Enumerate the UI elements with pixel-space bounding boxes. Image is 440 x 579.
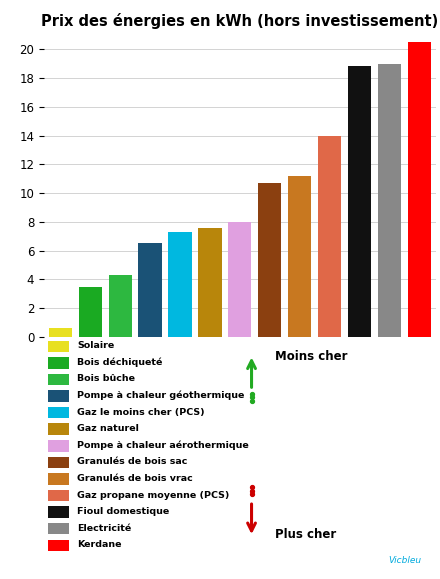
Bar — [198, 228, 222, 337]
Bar — [407, 42, 431, 337]
Text: Pompe à chaleur géothermique: Pompe à chaleur géothermique — [77, 391, 245, 400]
Bar — [48, 407, 70, 419]
Bar — [288, 176, 311, 337]
Text: Electricité: Electricité — [77, 524, 132, 533]
Text: Fioul domestique: Fioul domestique — [77, 507, 169, 516]
Bar — [109, 275, 132, 337]
Text: Gaz propane moyenne (PCS): Gaz propane moyenne (PCS) — [77, 490, 230, 500]
Text: Pompe à chaleur aérothermique: Pompe à chaleur aérothermique — [77, 441, 249, 450]
Bar — [48, 523, 70, 534]
Bar — [48, 390, 70, 402]
Bar — [169, 232, 192, 337]
Bar — [348, 67, 371, 337]
Bar — [48, 490, 70, 501]
Bar — [139, 244, 162, 337]
Bar — [48, 540, 70, 551]
Text: Gaz le moins cher (PCS): Gaz le moins cher (PCS) — [77, 408, 205, 417]
Text: Bois bûche: Bois bûche — [77, 375, 135, 383]
Text: Granulés de bois vrac: Granulés de bois vrac — [77, 474, 193, 483]
Bar — [48, 373, 70, 385]
Bar — [48, 507, 70, 518]
Text: Moins cher: Moins cher — [275, 350, 348, 364]
Text: Solaire: Solaire — [77, 342, 114, 350]
Bar — [378, 64, 401, 337]
Bar — [48, 473, 70, 485]
Text: Kerdane: Kerdane — [77, 540, 122, 549]
Text: Granulés de bois sac: Granulés de bois sac — [77, 457, 188, 467]
Bar — [228, 222, 251, 337]
Text: Vicbleu: Vicbleu — [389, 556, 422, 565]
Bar — [79, 287, 102, 337]
Text: Bois déchiqueté: Bois déchiqueté — [77, 358, 163, 367]
Bar — [48, 340, 70, 352]
Bar — [48, 440, 70, 452]
Bar — [48, 457, 70, 468]
Bar — [258, 183, 281, 337]
Text: Gaz naturel: Gaz naturel — [77, 424, 139, 433]
Text: Plus cher: Plus cher — [275, 528, 336, 541]
Title: Prix des énergies en kWh (hors investissement): Prix des énergies en kWh (hors investiss… — [41, 13, 438, 30]
Bar — [49, 328, 72, 337]
Bar — [318, 135, 341, 337]
Bar — [48, 357, 70, 369]
Bar — [48, 423, 70, 435]
